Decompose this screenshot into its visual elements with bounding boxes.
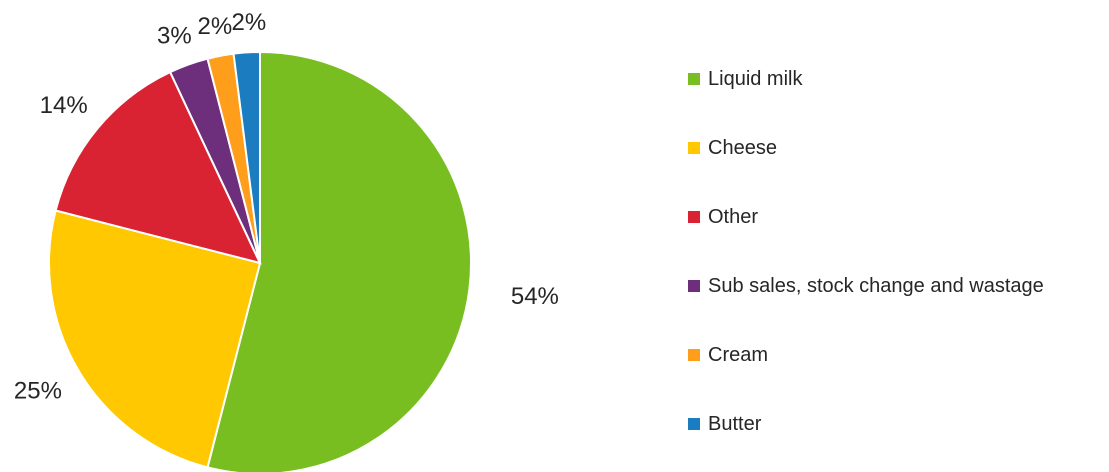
data-label-cheese: 25% <box>14 377 62 404</box>
legend-label: Cheese <box>708 136 777 159</box>
legend-item-other: Other <box>688 200 1044 234</box>
data-label-butter: 2% <box>232 9 267 36</box>
legend-item-sub-sales: Sub sales, stock change and wastage <box>688 269 1044 303</box>
data-label-cream: 2% <box>197 13 232 40</box>
legend-item-liquid-milk: Liquid milk <box>688 62 1044 96</box>
legend-item-cream: Cream <box>688 338 1044 372</box>
data-label-sub-sales-stock-change-and-wastage: 3% <box>157 23 192 50</box>
legend-label: Cream <box>708 343 769 366</box>
legend-label: Sub sales, stock change and wastage <box>708 274 1044 297</box>
data-label-other: 14% <box>40 92 88 119</box>
legend-swatch <box>688 349 700 361</box>
legend-swatch <box>688 211 700 223</box>
legend-label: Other <box>708 205 759 228</box>
legend-swatch <box>688 280 700 292</box>
pie-slice-butter <box>232 50 261 264</box>
pie-data-labels: 54%25%14%3% 2% 2% <box>14 9 559 404</box>
legend-label: Liquid milk <box>708 67 803 90</box>
legend-item-butter: Butter <box>688 407 1044 441</box>
chart-legend: Liquid milk Cheese Other Sub sales, stoc… <box>688 62 1044 472</box>
pie-slice-other <box>54 70 262 265</box>
data-label-liquid-milk: 54% <box>511 283 559 310</box>
legend-swatch <box>688 142 700 154</box>
legend-swatch <box>688 418 700 430</box>
pie-slice-cheese <box>48 209 262 469</box>
legend-swatch <box>688 73 700 85</box>
legend-item-cheese: Cheese <box>688 131 1044 165</box>
legend-label: Butter <box>708 412 762 435</box>
pie-slice-liquid-milk <box>206 50 472 472</box>
pie-slices <box>48 50 472 472</box>
